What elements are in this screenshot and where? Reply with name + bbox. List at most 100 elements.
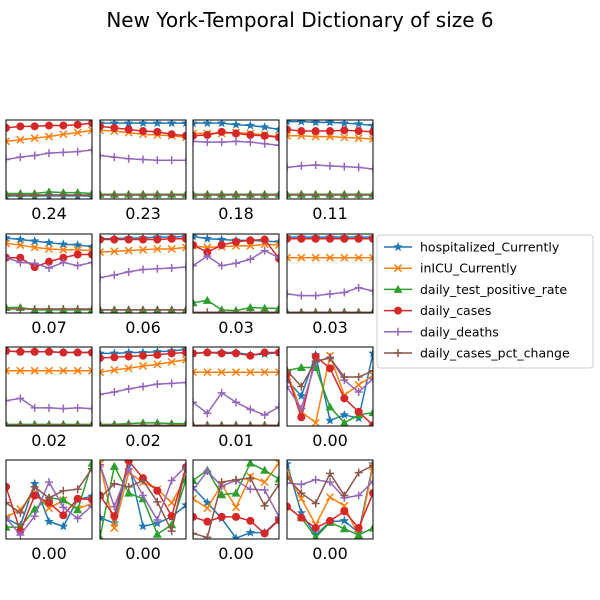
data-point bbox=[59, 130, 68, 139]
data-point bbox=[100, 191, 104, 199]
panel-plot bbox=[100, 234, 186, 313]
data-point bbox=[311, 499, 320, 508]
data-point bbox=[368, 408, 373, 417]
data-point bbox=[100, 460, 105, 468]
panel-plot bbox=[287, 120, 373, 199]
data-point bbox=[246, 368, 255, 377]
data-point bbox=[109, 461, 119, 470]
data-point bbox=[153, 497, 162, 506]
data-point bbox=[297, 404, 306, 413]
panel: 0.11 bbox=[286, 119, 374, 223]
legend-marker bbox=[393, 284, 403, 293]
data-point bbox=[245, 527, 256, 537]
data-point bbox=[124, 464, 133, 473]
data-point bbox=[231, 488, 241, 497]
data-point bbox=[325, 120, 335, 127]
data-point bbox=[88, 120, 92, 128]
data-point bbox=[275, 348, 279, 357]
data-point bbox=[59, 121, 68, 130]
data-point bbox=[153, 191, 162, 199]
data-point bbox=[260, 308, 269, 313]
data-point bbox=[246, 351, 255, 360]
data-point bbox=[326, 478, 334, 487]
data-point bbox=[100, 390, 104, 399]
legend: hospitalized_Currently inICU_Currentlydai… bbox=[376, 234, 594, 369]
data-point bbox=[182, 156, 186, 165]
data-point bbox=[6, 305, 10, 313]
data-point bbox=[100, 460, 104, 469]
data-point bbox=[340, 491, 349, 500]
data-point bbox=[153, 486, 162, 495]
data-point bbox=[339, 524, 349, 533]
data-point bbox=[167, 379, 176, 388]
data-point bbox=[182, 131, 186, 140]
data-point bbox=[87, 305, 92, 313]
panel-frame bbox=[192, 346, 280, 427]
legend-entry: inICU_Currently bbox=[420, 261, 518, 276]
data-point bbox=[181, 355, 186, 364]
data-point bbox=[30, 347, 39, 356]
data-point bbox=[182, 421, 186, 426]
data-point bbox=[153, 380, 162, 389]
data-point bbox=[87, 126, 92, 135]
data-point bbox=[45, 257, 53, 266]
data-point bbox=[260, 139, 269, 148]
data-point bbox=[59, 348, 68, 357]
data-point bbox=[287, 366, 291, 375]
data-point bbox=[231, 120, 241, 129]
data-point bbox=[368, 253, 373, 262]
data-point bbox=[275, 421, 279, 426]
data-point bbox=[369, 366, 373, 375]
data-point bbox=[153, 244, 162, 254]
data-point bbox=[124, 191, 133, 199]
data-point bbox=[287, 460, 292, 468]
data-point bbox=[326, 191, 334, 199]
data-point bbox=[368, 348, 373, 358]
data-point bbox=[203, 368, 212, 377]
data-point bbox=[354, 388, 363, 397]
data-point bbox=[326, 127, 334, 136]
data-point bbox=[354, 191, 363, 199]
data-point bbox=[6, 123, 10, 132]
data-point bbox=[274, 368, 279, 377]
data-point bbox=[30, 243, 39, 252]
data-point bbox=[340, 253, 349, 262]
data-point bbox=[193, 494, 198, 503]
panel-label: 0.07 bbox=[31, 318, 67, 337]
data-point bbox=[139, 351, 147, 360]
panel-frame bbox=[286, 233, 374, 314]
panel-plot bbox=[193, 460, 279, 539]
legend-marker bbox=[394, 306, 402, 315]
data-point bbox=[246, 421, 255, 426]
data-point bbox=[100, 368, 105, 377]
data-point bbox=[73, 485, 82, 494]
data-point bbox=[167, 244, 176, 254]
data-point bbox=[166, 120, 177, 128]
data-point bbox=[124, 246, 133, 255]
data-point bbox=[297, 494, 306, 503]
data-point bbox=[216, 234, 227, 244]
data-point bbox=[368, 523, 373, 532]
data-point bbox=[181, 120, 186, 128]
data-point bbox=[275, 253, 279, 262]
data-point bbox=[193, 261, 197, 270]
data-point bbox=[44, 516, 54, 526]
data-point bbox=[311, 418, 320, 426]
panel-frame bbox=[192, 119, 280, 200]
data-point bbox=[45, 191, 53, 199]
data-point bbox=[100, 493, 104, 502]
data-point bbox=[203, 138, 212, 147]
data-point bbox=[311, 253, 320, 262]
data-point bbox=[297, 413, 306, 422]
data-point bbox=[311, 523, 320, 532]
data-point bbox=[193, 368, 198, 377]
data-point bbox=[354, 134, 363, 143]
data-point bbox=[296, 120, 307, 126]
data-point bbox=[44, 366, 54, 375]
data-point bbox=[231, 503, 241, 512]
legend-marker bbox=[394, 349, 402, 357]
data-point bbox=[232, 259, 240, 268]
data-point bbox=[193, 486, 197, 495]
data-point bbox=[181, 500, 186, 510]
data-point bbox=[217, 308, 226, 313]
